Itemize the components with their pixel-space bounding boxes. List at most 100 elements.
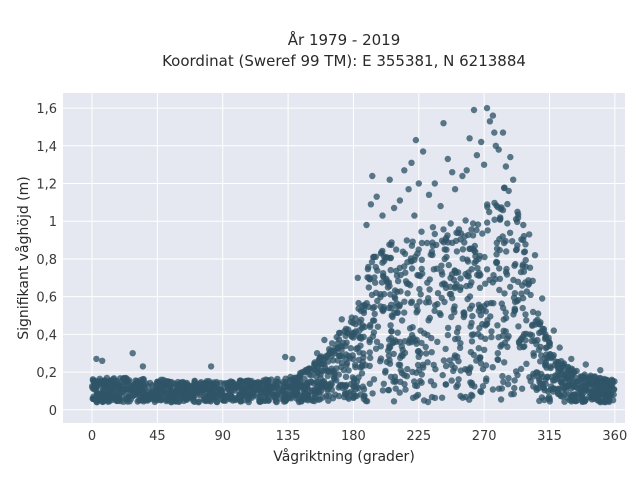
scatter-point bbox=[441, 255, 448, 263]
scatter-point bbox=[493, 259, 500, 267]
scatter-point-outlier bbox=[510, 176, 517, 183]
scatter-point bbox=[197, 384, 204, 391]
scatter-point bbox=[387, 322, 394, 329]
scatter-point bbox=[511, 290, 519, 297]
scatter-point bbox=[438, 294, 445, 302]
scatter-point bbox=[418, 265, 425, 273]
scatter-point bbox=[456, 344, 464, 351]
scatter-point bbox=[508, 391, 515, 398]
scatter-point bbox=[321, 355, 329, 362]
scatter-point bbox=[560, 360, 568, 367]
scatter-point bbox=[366, 336, 373, 343]
scatter-point bbox=[301, 385, 308, 392]
scatter-point bbox=[504, 343, 511, 351]
scatter-point bbox=[466, 366, 473, 373]
y-tick-label: 0 bbox=[49, 404, 57, 419]
scatter-point bbox=[477, 354, 484, 361]
scatter-point bbox=[358, 316, 365, 323]
scatter-point bbox=[448, 271, 456, 278]
scatter-point bbox=[527, 291, 534, 299]
scatter-point bbox=[425, 298, 433, 306]
scatter-point bbox=[280, 395, 287, 402]
scatter-point bbox=[388, 239, 395, 246]
scatter-point bbox=[294, 390, 301, 397]
scatter-point bbox=[329, 357, 337, 364]
chart-title-line1: År 1979 - 2019 bbox=[288, 30, 401, 49]
scatter-point bbox=[522, 263, 529, 270]
scatter-point bbox=[355, 299, 362, 307]
scatter-point bbox=[374, 267, 381, 274]
scatter-point bbox=[139, 383, 146, 390]
scatter-point bbox=[470, 331, 477, 338]
scatter-point-outlier bbox=[363, 221, 370, 229]
scatter-point bbox=[526, 374, 533, 381]
scatter-point bbox=[505, 187, 512, 195]
scatter-point bbox=[355, 374, 362, 381]
scatter-point bbox=[600, 375, 608, 383]
scatter-point bbox=[484, 201, 491, 208]
scatter-point-outlier bbox=[369, 172, 376, 180]
scatter-point bbox=[290, 382, 297, 389]
scatter-point bbox=[438, 394, 446, 401]
scatter-point bbox=[479, 383, 487, 390]
scatter-point bbox=[296, 380, 303, 387]
scatter-points bbox=[89, 104, 618, 406]
scatter-point bbox=[426, 286, 433, 293]
scatter-point-outlier bbox=[473, 152, 481, 159]
scatter-point bbox=[509, 238, 516, 245]
x-tick-label: 270 bbox=[472, 429, 497, 444]
scatter-point bbox=[393, 246, 400, 253]
scatter-point bbox=[351, 392, 359, 400]
scatter-point-outlier bbox=[451, 186, 459, 193]
scatter-point-outlier bbox=[390, 204, 398, 212]
scatter-point bbox=[434, 338, 441, 345]
y-axis-label: Signifikant våghöjd (m) bbox=[15, 176, 32, 339]
scatter-point bbox=[505, 374, 512, 382]
scatter-point bbox=[152, 392, 159, 399]
scatter-point-outlier bbox=[408, 159, 415, 166]
scatter-point bbox=[497, 343, 504, 350]
y-tick-label: 1 bbox=[49, 215, 57, 230]
scatter-point bbox=[373, 338, 381, 345]
scatter-point bbox=[377, 343, 384, 350]
scatter-point bbox=[387, 254, 395, 262]
scatter-point-outlier bbox=[478, 138, 485, 146]
scatter-point bbox=[474, 265, 481, 272]
y-tick-label: 0,2 bbox=[36, 366, 57, 381]
scatter-point bbox=[482, 280, 489, 287]
scatter-point bbox=[494, 350, 501, 357]
scatter-point bbox=[416, 366, 423, 374]
scatter-point bbox=[424, 359, 431, 366]
scatter-point bbox=[386, 342, 393, 350]
scatter-point-outlier bbox=[401, 167, 408, 174]
x-tick-label: 315 bbox=[537, 429, 562, 444]
scatter-point bbox=[274, 375, 281, 383]
scatter-point bbox=[534, 310, 542, 317]
scatter-point bbox=[325, 382, 332, 390]
scatter-point bbox=[401, 298, 408, 305]
scatter-point-outlier bbox=[373, 193, 380, 200]
scatter-point bbox=[310, 380, 317, 387]
scatter-point bbox=[448, 313, 455, 321]
scatter-point bbox=[95, 379, 102, 386]
scatter-point bbox=[93, 391, 101, 399]
scatter-point bbox=[528, 332, 536, 339]
scatter-point bbox=[511, 384, 518, 392]
scatter-point bbox=[325, 392, 333, 399]
scatter-point-outlier bbox=[486, 118, 494, 125]
scatter-point bbox=[535, 346, 543, 353]
scatter-point bbox=[469, 220, 477, 227]
scatter-point bbox=[491, 199, 498, 207]
scatter-point bbox=[481, 253, 488, 261]
scatter-point bbox=[503, 271, 511, 278]
scatter-point bbox=[471, 259, 478, 267]
scatter-point bbox=[387, 266, 394, 274]
scatter-point bbox=[417, 327, 424, 334]
scatter-point bbox=[365, 263, 372, 271]
scatter-point-outlier bbox=[129, 350, 136, 357]
scatter-point-outlier bbox=[93, 355, 100, 363]
scatter-point bbox=[243, 391, 250, 398]
scatter-point bbox=[260, 378, 268, 386]
scatter-point bbox=[427, 251, 434, 258]
